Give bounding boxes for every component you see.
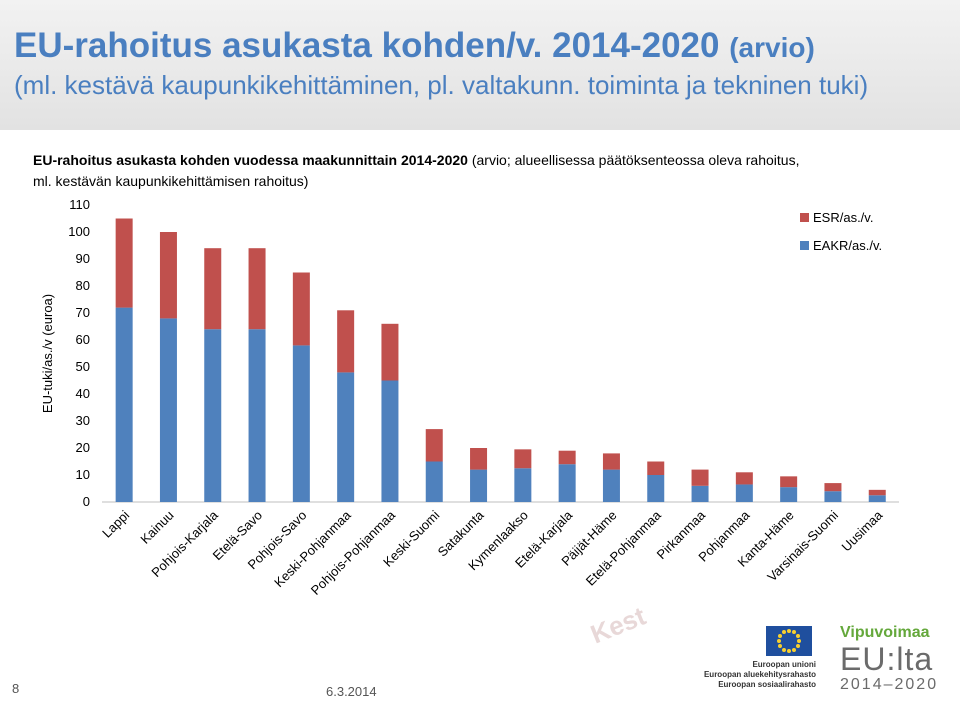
y-tick-label: 110 [69, 197, 90, 212]
bar-eakr [470, 469, 488, 502]
bar-esr [691, 469, 709, 486]
legend-swatch [800, 213, 809, 222]
bar-eakr [337, 372, 355, 502]
bar-eakr [248, 329, 266, 502]
years-text: 2014–2020 [840, 676, 939, 693]
chart-title-line-1: EU-rahoitus asukasta kohden vuodessa maa… [33, 152, 799, 168]
bar-esr [381, 323, 399, 381]
legend-label: ESR/as./v. [813, 210, 873, 225]
eu-logo: Euroopan unioni Euroopan aluekehitysraha… [700, 626, 816, 690]
y-tick-label: 100 [68, 224, 90, 239]
y-tick-label: 30 [76, 413, 90, 428]
bar-esr [647, 461, 665, 475]
eu-flag-star [797, 639, 801, 643]
bar-esr [514, 449, 532, 469]
slide-title: EU-rahoitus asukasta kohden/v. 2014-2020… [14, 26, 944, 102]
bar-esr [204, 248, 222, 330]
bar-esr [292, 272, 310, 346]
eu-flag-star [782, 647, 786, 652]
bar-eakr [115, 307, 133, 502]
bar-esr [602, 453, 620, 470]
bar-eakr [425, 461, 443, 502]
eu-flag-star [795, 644, 800, 648]
eu-flag-star [795, 634, 800, 638]
chart-title-rest: (arvio; alueellisessa päätöksenteossa ol… [468, 152, 800, 168]
eu-logo-line-1: Euroopan unioni [752, 660, 816, 669]
bar-eakr [868, 495, 886, 502]
slide-date: 6.3.2014 [326, 684, 377, 699]
y-axis-label: EU-tuki/as./v (euroa) [40, 294, 55, 413]
bar-eakr [780, 487, 798, 502]
chart-title-line-2: ml. kestävän kaupunkikehittämisen rahoit… [33, 173, 308, 189]
eu-flag-star [778, 634, 783, 638]
bar-esr [558, 450, 576, 465]
bar-esr [115, 218, 133, 308]
bar-esr [425, 429, 443, 462]
bar-eakr [204, 329, 222, 502]
bar-esr [248, 248, 266, 330]
eu-flag-star [787, 649, 791, 653]
bar-eakr [292, 345, 310, 502]
bar-esr [824, 483, 842, 492]
vipuvoimaa-text: Vipuvoimaa [840, 624, 930, 641]
slide-header [0, 0, 960, 130]
bar-eakr [514, 468, 532, 502]
legend-label: EAKR/as./v. [813, 238, 882, 253]
bar-esr [337, 310, 355, 373]
y-tick-label: 90 [76, 251, 90, 266]
stacked-bar-chart: EU-rahoitus asukasta kohden vuodessa maa… [25, 140, 917, 628]
eu-flag-star [787, 629, 791, 633]
bar-esr [780, 476, 798, 488]
eu-flag-icon [766, 626, 812, 656]
y-tick-label: 80 [76, 278, 90, 293]
eu-flag-star [792, 630, 796, 635]
y-tick-label: 60 [76, 332, 90, 347]
eu-flag-star [792, 647, 796, 652]
eu-logo-line-2: Euroopan aluekehitysrahasto [703, 670, 816, 679]
slide-title-main: EU-rahoitus asukasta kohden/v. 2014-2020 [14, 26, 720, 65]
eu-flag-star [777, 639, 781, 643]
y-tick-label: 10 [76, 467, 90, 482]
y-tick-label: 40 [76, 386, 90, 401]
eu-lta-text: EU:lta [840, 641, 934, 677]
eu-flag-star [782, 630, 786, 635]
bar-esr [868, 489, 886, 496]
bar-eakr [381, 380, 399, 502]
legend-swatch [800, 241, 809, 250]
bar-eakr [602, 469, 620, 502]
bar-eakr [735, 484, 753, 502]
chart-title-bold: EU-rahoitus asukasta kohden vuodessa maa… [33, 152, 468, 168]
bar-eakr [691, 485, 709, 502]
bar-esr [159, 232, 177, 319]
vipuvoimaa-logo: Vipuvoimaa EU:lta 2014–2020 [840, 624, 955, 694]
bar-eakr [824, 491, 842, 502]
bar-eakr [159, 318, 177, 502]
bar-esr [735, 472, 753, 485]
y-tick-label: 70 [76, 305, 90, 320]
y-tick-label: 0 [83, 494, 90, 509]
eu-logo-line-3: Euroopan sosiaalirahasto [718, 680, 816, 689]
page-number: 8 [12, 681, 20, 696]
bar-eakr [647, 475, 665, 502]
slide-title-arvio: (arvio) [729, 32, 815, 63]
y-tick-label: 50 [76, 359, 90, 374]
eu-flag-star [778, 644, 783, 648]
bar-eakr [558, 464, 576, 502]
bar-esr [470, 448, 488, 470]
y-tick-label: 20 [76, 440, 90, 455]
slide-subtitle: (ml. kestävä kaupunkikehittäminen, pl. v… [14, 70, 869, 100]
